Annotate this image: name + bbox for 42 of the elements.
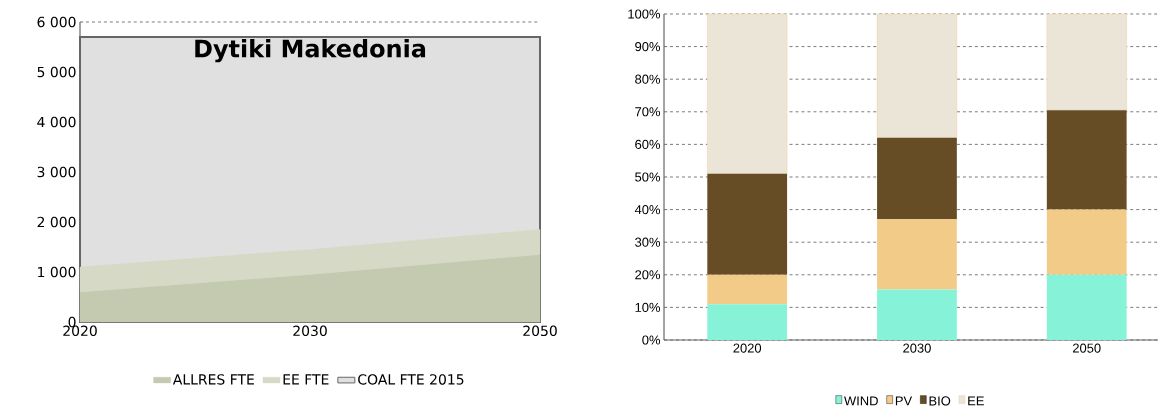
- bar: [1046, 13, 1127, 111]
- bar: [877, 137, 957, 220]
- y-tick-label: 5 000: [37, 66, 76, 78]
- y-tick-label: 70%: [635, 107, 661, 117]
- y-tick-label: 6 000: [37, 16, 76, 28]
- y-tick-label: 90%: [635, 42, 661, 52]
- x-tick-label: 2020: [733, 343, 762, 353]
- x-tick-label: 2050: [1072, 343, 1101, 353]
- bar: [877, 289, 957, 341]
- y-tick-label: 80%: [635, 74, 661, 84]
- y-tick-label: 30%: [635, 237, 661, 247]
- y-tick-label: 50%: [635, 172, 661, 182]
- legend-label: EE FTE: [283, 374, 329, 385]
- y-tick-label: 40%: [634, 205, 661, 215]
- bar: [707, 173, 788, 275]
- legend-label: PV: [895, 396, 913, 406]
- text: Dytiki Makedonia: [195, 39, 426, 63]
- bar: [707, 274, 788, 305]
- legend-label: EE: [968, 396, 984, 406]
- x-tick-label: 2030: [903, 343, 931, 353]
- y-tick-label: 3 000: [37, 166, 76, 178]
- y-tick-label: 1 000: [38, 266, 76, 278]
- y-tick-label: 4 000: [37, 116, 76, 128]
- y-tick-label: 0%: [642, 335, 661, 345]
- bar: [877, 219, 957, 290]
- bar: [1046, 110, 1127, 210]
- x-tick-label: 2030: [293, 325, 327, 337]
- y-tick-label: 20%: [635, 270, 661, 280]
- legend-label: COAL FTE 2015: [358, 374, 464, 385]
- bar: [707, 13, 788, 174]
- legend-label: ALLRES FTE: [172, 374, 254, 385]
- bar: [707, 304, 788, 341]
- bar: [876, 13, 958, 139]
- y-tick-label: 2 000: [37, 216, 76, 228]
- bar: [1046, 209, 1127, 275]
- legend-label: BIO: [929, 396, 951, 406]
- y-tick-label: 100%: [628, 9, 661, 19]
- bar: [1046, 274, 1127, 341]
- legend-label: WIND: [844, 396, 878, 406]
- y-tick-label: 10%: [635, 302, 661, 313]
- y-tick-label: 60%: [635, 139, 661, 150]
- x-tick-label: 2050: [523, 325, 557, 337]
